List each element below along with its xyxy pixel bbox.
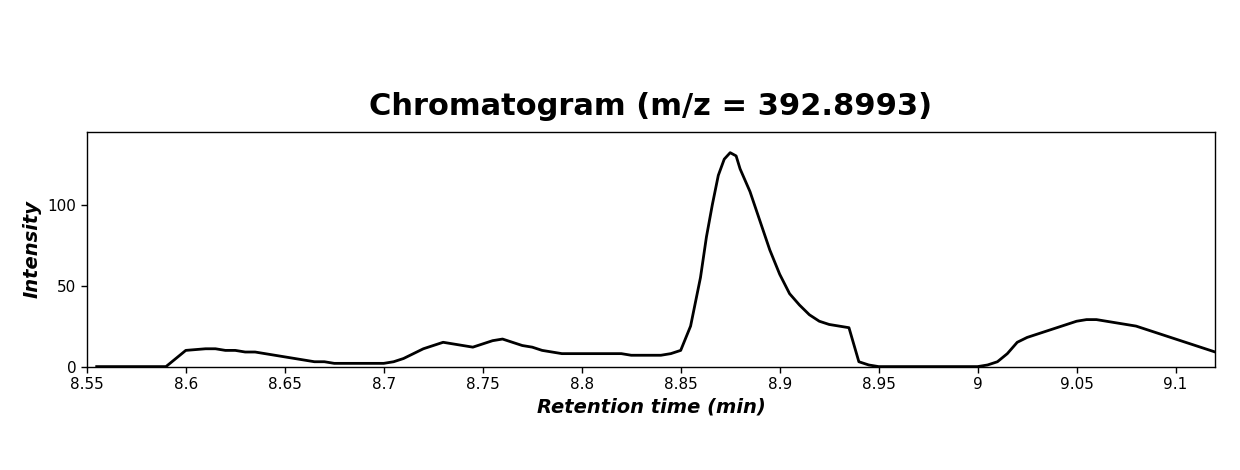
Title: Chromatogram (m/z = 392.8993): Chromatogram (m/z = 392.8993): [370, 92, 932, 121]
Y-axis label: Intensity: Intensity: [24, 200, 42, 298]
X-axis label: Retention time (min): Retention time (min): [537, 398, 765, 416]
